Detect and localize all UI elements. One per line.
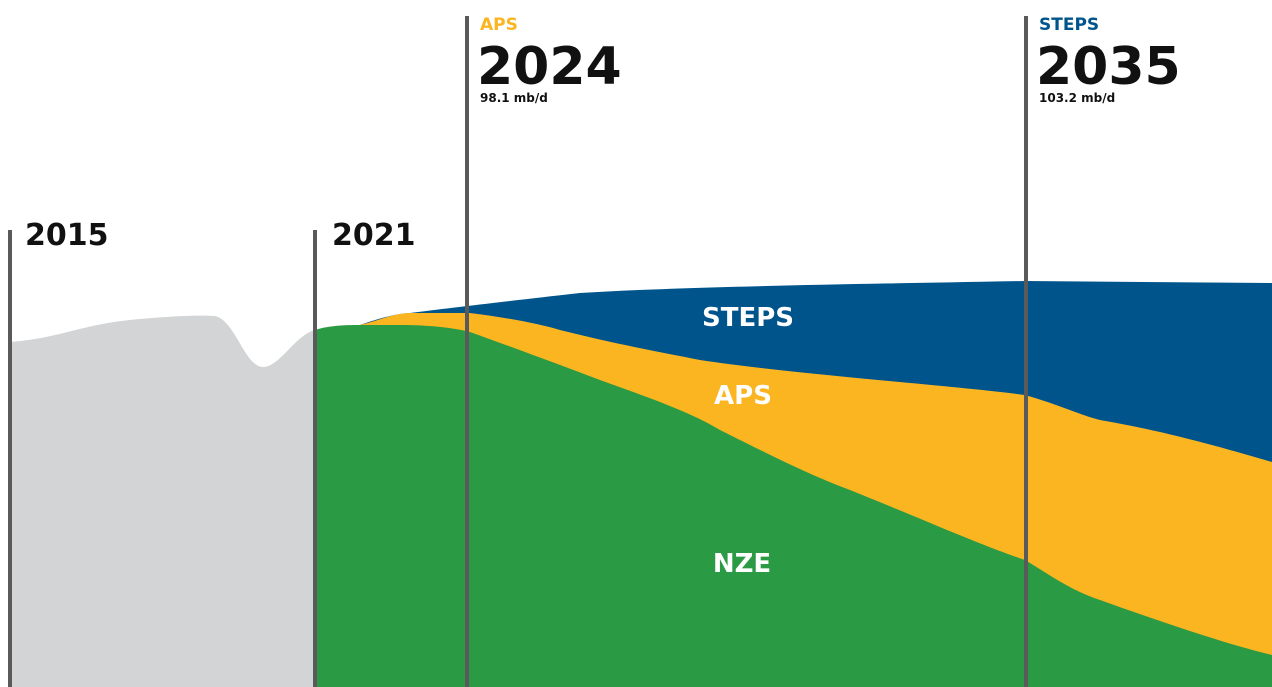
value-label: 103.2 mb/d [1039, 91, 1115, 105]
scenario-label: STEPS [1039, 15, 1099, 35]
nze-area [315, 325, 1272, 687]
historical-area [10, 315, 315, 687]
year-label: 2024 [477, 37, 622, 97]
value-label: 98.1 mb/d [480, 91, 548, 105]
area-label: STEPS [702, 303, 794, 333]
scenario-label: APS [480, 15, 518, 35]
year-label: 2015 [25, 218, 109, 253]
year-label: 2021 [332, 218, 416, 253]
area-label: APS [714, 381, 772, 411]
year-label: 2035 [1036, 37, 1181, 97]
area-label: NZE [713, 549, 771, 579]
